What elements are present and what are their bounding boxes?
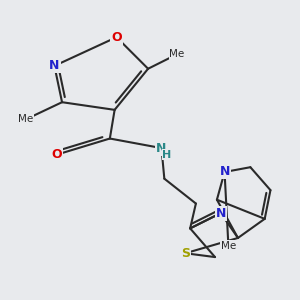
Text: Me: Me — [18, 114, 33, 124]
Text: H: H — [162, 150, 172, 160]
Text: O: O — [51, 148, 62, 161]
Text: N: N — [49, 59, 60, 72]
Text: O: O — [111, 31, 122, 44]
Text: N: N — [156, 142, 167, 154]
Text: Me: Me — [221, 241, 236, 250]
Text: N: N — [219, 166, 230, 178]
Text: S: S — [181, 247, 190, 260]
Text: N: N — [216, 207, 226, 220]
Text: Me: Me — [169, 50, 184, 59]
